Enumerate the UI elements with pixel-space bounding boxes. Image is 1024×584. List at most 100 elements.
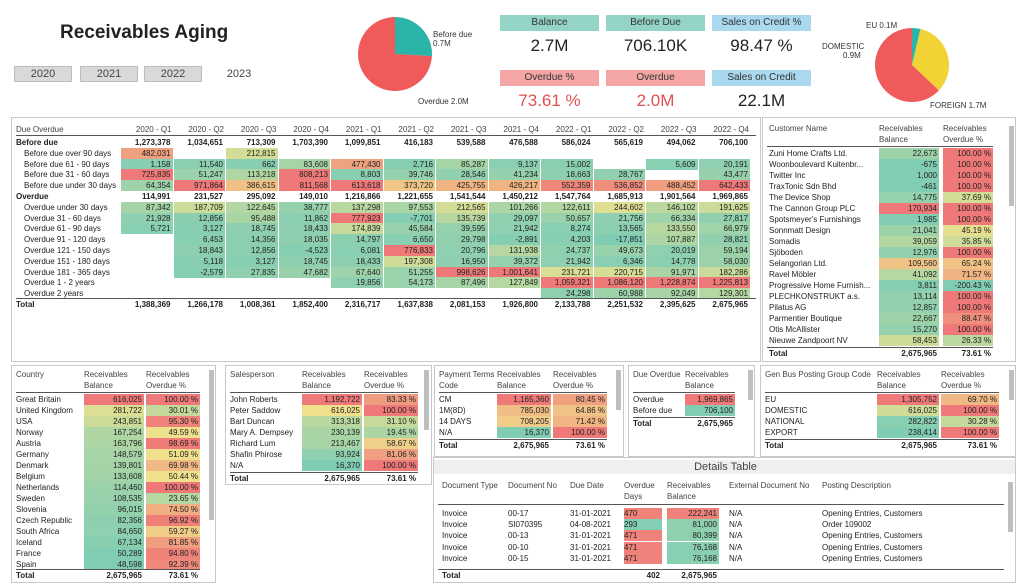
due-overdue-table[interactable]: Due Overdue Receivables Balance Overdue 1,9…	[628, 365, 755, 457]
matrix-row-label[interactable]: Before due over 90 days	[24, 148, 112, 158]
year-slicer-2023[interactable]: 2023	[226, 68, 252, 80]
details-header-1[interactable]: Document No	[508, 481, 557, 490]
matrix-row-label[interactable]: Overdue 121 - 150 days	[24, 246, 110, 255]
pie1-slice-1[interactable]	[358, 17, 432, 91]
customers-scrollbar[interactable]	[1009, 126, 1014, 206]
details-header-2[interactable]: Due Date	[570, 481, 604, 490]
details-header-6[interactable]: Posting Description	[822, 481, 891, 490]
matrix-row-label[interactable]: Overdue 151 - 180 days	[24, 256, 110, 266]
country-cell-11-0: Czech Republic	[16, 516, 73, 525]
year-slicer-2021[interactable]: 2021	[80, 66, 138, 82]
matrix-row-label[interactable]: Before due 31 - 60 days	[24, 170, 110, 180]
genbus-cell-1-2: 100.00 %	[941, 405, 999, 416]
matrix-header-2[interactable]: 2020 - Q2	[188, 125, 224, 134]
matrix-cell: 8,274	[541, 223, 593, 235]
details-header-0[interactable]: Document Type	[442, 481, 498, 490]
matrix-cell: 187,709	[173, 201, 225, 213]
matrix-row-label[interactable]: Overdue 31 - 60 days	[24, 213, 101, 223]
matrix-header-11[interactable]: 2022 - Q3	[660, 125, 697, 134]
country-table[interactable]: Country Receivables Balance Receivables Ov…	[11, 365, 216, 583]
year-slicer-2022[interactable]: 2022	[144, 66, 202, 82]
year-slicer-2020[interactable]: 2020	[14, 66, 72, 82]
matrix-cell: 43,477	[698, 169, 750, 181]
matrix-row-label[interactable]: Before due 61 - 90 days	[24, 159, 110, 169]
matrix-row-label[interactable]: Overdue	[16, 192, 49, 201]
salesperson-table[interactable]: Salesperson Receivables Balance Receivable…	[225, 365, 432, 485]
details-scrollbar[interactable]	[1008, 482, 1013, 532]
customer-table[interactable]: Customer Name Receivables Balance Receivab…	[762, 117, 1016, 362]
genbus-scrollbar[interactable]	[1009, 370, 1014, 400]
matrix-cell: 1,388,369	[134, 300, 171, 309]
pie2-slice-1[interactable]	[912, 28, 949, 91]
matrix-cell: 21,928	[121, 212, 173, 224]
dueoverdue-header-1[interactable]: Receivables Balance	[685, 370, 729, 390]
matrix-header-6[interactable]: 2021 - Q2	[398, 125, 434, 134]
details-header-4[interactable]: Receivables Balance	[667, 481, 711, 501]
genbus-header-1[interactable]: Receivables Balance	[877, 370, 921, 390]
matrix-header-4[interactable]: 2020 - Q4	[293, 125, 329, 134]
kpi-label-0: Balance	[500, 15, 599, 31]
customers-total-2: 73.61 %	[961, 349, 991, 358]
matrix-header-1[interactable]: 2020 - Q1	[135, 125, 172, 134]
salesperson-header-0[interactable]: Salesperson	[230, 370, 275, 379]
salesperson-cell-6-2: 100.00 %	[364, 460, 418, 471]
matrix-cell: 488,452	[646, 180, 698, 192]
salesperson-header-2[interactable]: Receivables Overdue %	[364, 370, 408, 390]
matrix-cell: 14,356	[226, 234, 278, 246]
matrix-row-label[interactable]: Overdue 1 - 2 years	[24, 278, 95, 288]
details-cell-2-3: 471	[624, 530, 662, 542]
salesperson-scrollbar[interactable]	[424, 370, 429, 430]
genbus-header-2[interactable]: Receivables Overdue %	[941, 370, 985, 390]
gen-bus-pie-chart[interactable]	[874, 27, 950, 103]
dueoverdue-header-0[interactable]: Due Overdue	[633, 370, 681, 379]
pie1-slice-0[interactable]	[395, 17, 432, 57]
matrix-row-label[interactable]: Overdue 181 - 365 days	[24, 267, 110, 277]
dueoverdue-scrollbar[interactable]	[748, 370, 753, 400]
details-cell-4-2: 31-01-2021	[570, 553, 611, 563]
salesperson-header-1[interactable]: Receivables Balance	[302, 370, 346, 390]
country-header-2[interactable]: Receivables Overdue %	[146, 370, 190, 390]
matrix-header-12[interactable]: 2022 - Q4	[713, 125, 749, 134]
matrix-row-label[interactable]: Before due	[16, 138, 58, 147]
details-header-5[interactable]: External Document No	[729, 481, 810, 490]
pie2-slice-2[interactable]	[875, 28, 939, 102]
gen-bus-table[interactable]: Gen Bus Posting Group Code Receivables Ba…	[760, 365, 1016, 457]
payment-header-0[interactable]: Payment Terms Code	[439, 370, 495, 390]
salesperson-cell-1-2: 100.00 %	[364, 405, 418, 416]
matrix-header-5[interactable]: 2021 - Q1	[345, 125, 382, 134]
customers-header-1[interactable]: Receivables Balance	[879, 124, 923, 144]
details-header-3[interactable]: Overdue Days	[624, 481, 655, 501]
matrix-row-label[interactable]: Overdue 61 - 90 days	[24, 224, 101, 234]
country-scrollbar[interactable]	[209, 370, 214, 520]
details-cell-3-3: 471	[624, 541, 662, 553]
payment-terms-table[interactable]: Payment Terms Code Receivables Balance Rec…	[434, 365, 624, 457]
matrix-row-label[interactable]: Overdue 2 years	[24, 289, 84, 299]
customers-header-0[interactable]: Customer Name	[769, 124, 828, 133]
pie2-slice-0[interactable]	[912, 28, 921, 65]
details-table[interactable]: Details Table Document Type Document No Due…	[433, 457, 1016, 583]
matrix-row-label[interactable]: Overdue under 30 days	[24, 202, 108, 212]
matrix-header-3[interactable]: 2020 - Q3	[240, 125, 277, 134]
matrix-header-0[interactable]: Due Overdue	[16, 125, 64, 134]
payment-header-2[interactable]: Receivables Overdue %	[553, 370, 597, 390]
country-header-1[interactable]: Receivables Balance	[84, 370, 128, 390]
genbus-header-divider	[765, 392, 999, 393]
kpi-value-5: 22.1M	[737, 91, 786, 110]
matrix-cell: 662	[226, 158, 278, 170]
due-overdue-pie-chart[interactable]	[357, 16, 433, 92]
matrix-row-label[interactable]: Before due under 30 days	[24, 181, 117, 191]
customers-header-2[interactable]: Receivables Overdue %	[943, 124, 987, 144]
matrix-header-8[interactable]: 2021 - Q4	[503, 125, 539, 134]
matrix-row-label[interactable]: Total	[16, 300, 35, 309]
payment-scrollbar[interactable]	[616, 370, 621, 410]
matrix-header-10[interactable]: 2022 - Q2	[608, 125, 644, 134]
details-cell-0-1: 00-17	[508, 509, 529, 518]
payment-header-1[interactable]: Receivables Balance	[497, 370, 541, 390]
matrix-row-label[interactable]: Overdue 91 - 120 days	[24, 235, 106, 245]
genbus-header-0[interactable]: Gen Bus Posting Group Code	[765, 370, 871, 379]
matrix-header-7[interactable]: 2021 - Q3	[450, 125, 487, 134]
customers-cell-6-1: 1,985	[879, 214, 939, 225]
matrix-header-9[interactable]: 2022 - Q1	[555, 125, 592, 134]
aging-matrix-table[interactable]: Due Overdue 2020 - Q1 2020 - Q2 2020 - Q3 20…	[11, 117, 761, 362]
country-header-0[interactable]: Country	[16, 370, 45, 379]
